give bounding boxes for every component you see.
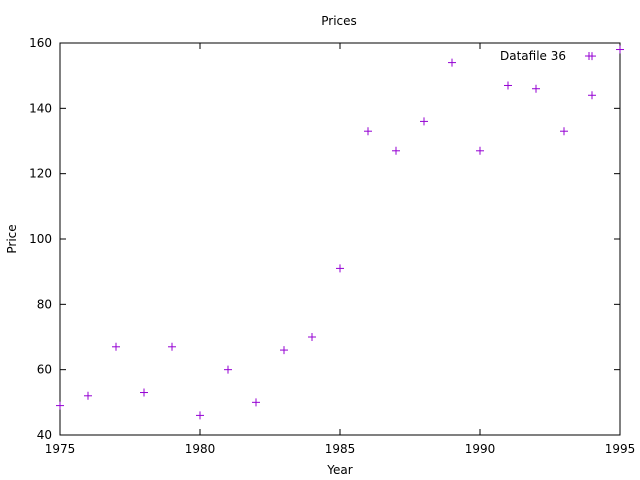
y-tick-label: 160 bbox=[29, 36, 52, 50]
chart-title: Prices bbox=[321, 14, 357, 28]
legend-label: Datafile 36 bbox=[500, 49, 566, 63]
data-point bbox=[532, 84, 540, 93]
data-point bbox=[392, 146, 400, 155]
data-point bbox=[112, 342, 120, 351]
legend-marker bbox=[585, 52, 593, 60]
data-point bbox=[336, 264, 344, 273]
x-tick-label: 1985 bbox=[325, 442, 356, 456]
legend: Datafile 36 bbox=[500, 49, 593, 63]
data-point bbox=[224, 365, 232, 374]
y-tick-label: 40 bbox=[37, 428, 52, 442]
x-tick-label: 1990 bbox=[465, 442, 496, 456]
data-point bbox=[252, 398, 260, 407]
data-point bbox=[616, 45, 624, 54]
data-point bbox=[448, 58, 456, 67]
x-axis-label: Year bbox=[326, 463, 352, 477]
y-axis-label: Price bbox=[5, 224, 19, 253]
data-point bbox=[364, 127, 372, 136]
data-point bbox=[56, 401, 64, 410]
x-tick-label: 1995 bbox=[605, 442, 636, 456]
plot-frame bbox=[59, 42, 621, 436]
y-tick-label: 120 bbox=[29, 167, 52, 181]
x-tick-label: 1975 bbox=[45, 442, 76, 456]
data-point bbox=[560, 127, 568, 136]
data-point bbox=[588, 91, 596, 100]
data-point bbox=[168, 342, 176, 351]
axes: 1975 1980 1985 1990 1995 40 60 80 100 120 140 160 bbox=[29, 36, 635, 456]
data-points bbox=[56, 45, 624, 420]
data-point bbox=[308, 333, 316, 341]
y-tick-label: 100 bbox=[29, 232, 52, 246]
data-point bbox=[196, 411, 204, 420]
y-tick-label: 80 bbox=[37, 297, 52, 311]
data-point bbox=[140, 388, 148, 397]
y-tick-label: 140 bbox=[29, 101, 52, 115]
data-point bbox=[476, 146, 484, 155]
x-tick-label: 1980 bbox=[185, 442, 216, 456]
y-tick-label: 60 bbox=[37, 363, 52, 377]
data-point bbox=[84, 391, 92, 400]
data-point bbox=[420, 117, 428, 126]
data-point bbox=[504, 81, 512, 90]
data-point bbox=[280, 346, 288, 355]
